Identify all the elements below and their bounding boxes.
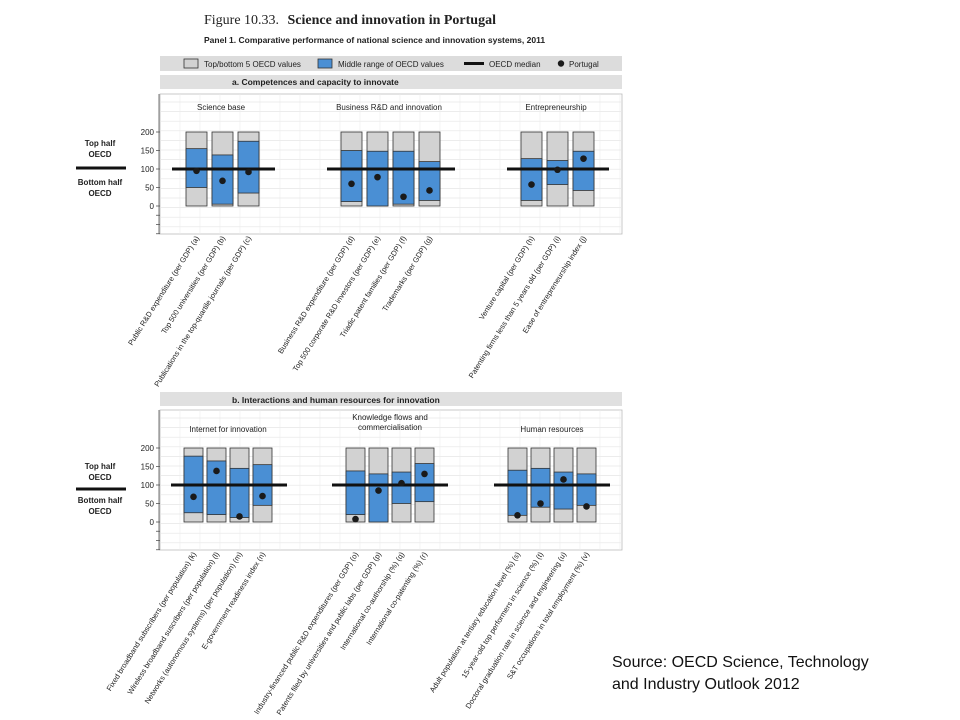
portugal-point: [219, 177, 226, 185]
portugal-point: [348, 180, 355, 188]
category-label: Fixed broadband subscribers (per populat…: [105, 550, 199, 693]
source-line-1: Source: OECD Science, Technology: [612, 654, 869, 671]
half-labels-b: Top half OECD Bottom half OECD: [76, 462, 126, 516]
group-title-line1: Knowledge flows and: [352, 413, 428, 422]
portugal-point: [528, 181, 535, 188]
group-title: Knowledge flows and commercialisation: [352, 413, 428, 432]
panel-subtitle: Panel 1. Comparative performance of nati…: [204, 35, 545, 45]
portugal-point: [514, 512, 521, 519]
category-label: Industry-financed public R&D expenditure…: [252, 550, 360, 716]
group-title-line2: commercialisation: [358, 423, 422, 432]
portugal-point: [190, 493, 197, 501]
category-label: Patents filed by universities and public…: [275, 550, 384, 717]
plot-area: [159, 93, 623, 235]
y-tick-label: 100: [141, 165, 155, 174]
figure-number: Figure 10.33.: [204, 13, 279, 28]
portugal-point: [400, 193, 407, 201]
top-half-label-line1: Top half: [85, 139, 116, 148]
category-label: Wireless broadband suscribers (per popul…: [125, 550, 221, 696]
portugal-point: [193, 167, 200, 175]
bar-middle-range: [530, 467, 551, 508]
category-label: Trademarks (per GDP) (g): [380, 234, 434, 313]
portugal-point: [580, 155, 587, 162]
bar-middle-range: [368, 473, 389, 523]
bar-middle-range: [576, 473, 597, 506]
y-tick-label: 0: [150, 202, 155, 211]
figure-title-text: Science and innovation in Portugal: [288, 13, 497, 28]
y-tick-label: 50: [145, 500, 154, 509]
top-half-label-line1-b: Top half: [85, 462, 116, 471]
legend-background: [160, 56, 622, 71]
portugal-point: [245, 168, 252, 176]
portugal-point: [554, 166, 561, 174]
portugal-point: [213, 467, 220, 475]
y-tick-label: 0: [150, 518, 155, 527]
y-tick-label: 100: [141, 481, 155, 490]
bar-middle-range: [391, 471, 412, 504]
group-title: Entrepreneurship: [525, 103, 587, 112]
bottom-half-label-line2: OECD: [88, 189, 111, 198]
bottom-half-label-line1: Bottom half: [78, 178, 123, 187]
portugal-point: [352, 515, 359, 523]
section-a-header: [160, 75, 622, 89]
group-title: Science base: [197, 103, 246, 112]
portugal-point: [398, 479, 405, 487]
legend-item-median: OECD median: [489, 60, 541, 69]
y-tick-label: 50: [145, 184, 154, 193]
section-b-title: b. Interactions and human resources for …: [232, 395, 440, 405]
portugal-point: [426, 187, 433, 194]
bar-middle-range: [414, 463, 435, 503]
bottom-half-label-line1-b: Bottom half: [78, 496, 123, 505]
bar-middle-range: [520, 158, 543, 201]
category-label: Publications in the top-quartile journal…: [152, 234, 253, 388]
top-half-label-line2-b: OECD: [88, 473, 111, 482]
y-tick-label: 200: [141, 444, 155, 453]
group-title: Business R&D and innovation: [336, 103, 442, 112]
group-title: Internet for innovation: [189, 425, 266, 434]
chart-legend: Top/bottom 5 OECD values Middle range of…: [160, 56, 622, 71]
bar-middle-range: [572, 150, 595, 191]
source-line-2: and Industry Outlook 2012: [612, 676, 800, 693]
category-label: Doctoral graduation rate in science and …: [464, 550, 569, 710]
portugal-point: [560, 476, 567, 483]
portugal-point: [259, 492, 266, 500]
y-tick-label: 150: [141, 147, 155, 156]
half-labels-a: Top half OECD Bottom half OECD: [76, 139, 126, 198]
source-note: Source: OECD Science, Technology and Ind…: [612, 652, 952, 696]
legend-gray-swatch: [183, 58, 199, 69]
panel-b-chart: 0 50 100 150 200 Internet for innovation Fixed…: [105, 409, 623, 717]
bar-middle-range: [340, 150, 363, 202]
legend-item-blue: Middle range of OECD values: [338, 60, 444, 69]
bar-middle-range: [507, 469, 528, 516]
portugal-point: [583, 503, 590, 510]
portugal-point: [421, 470, 428, 478]
portugal-point: [375, 487, 382, 494]
section-b-header: [160, 392, 622, 406]
bar-middle-range: [345, 470, 366, 516]
legend-blue-swatch: [317, 58, 333, 69]
portugal-point: [537, 500, 544, 507]
bar-middle-range: [392, 150, 415, 205]
legend-item-gray: Top/bottom 5 OECD values: [204, 60, 301, 69]
bar-middle-range: [237, 140, 260, 194]
category-label: Networks (autonomous systems) (per popul…: [143, 550, 245, 705]
group-title: Human resources: [520, 425, 583, 434]
y-tick-label: 150: [141, 463, 155, 472]
bottom-half-label-line2-b: OECD: [88, 507, 111, 516]
figure-title: Figure 10.33. Science and innovation in …: [204, 11, 496, 28]
bar-middle-range: [206, 460, 227, 516]
portugal-point: [236, 513, 243, 520]
section-a-title: a. Competences and capacity to innovate: [232, 77, 399, 87]
portugal-point: [374, 173, 381, 181]
legend-item-portugal: Portugal: [569, 60, 599, 69]
bar-middle-range: [553, 471, 574, 510]
legend-dot-swatch: [557, 60, 565, 67]
top-half-label-line2: OECD: [88, 150, 111, 159]
bar-middle-range: [229, 467, 250, 518]
y-tick-label: 200: [141, 128, 155, 137]
bar-middle-range: [418, 161, 441, 201]
